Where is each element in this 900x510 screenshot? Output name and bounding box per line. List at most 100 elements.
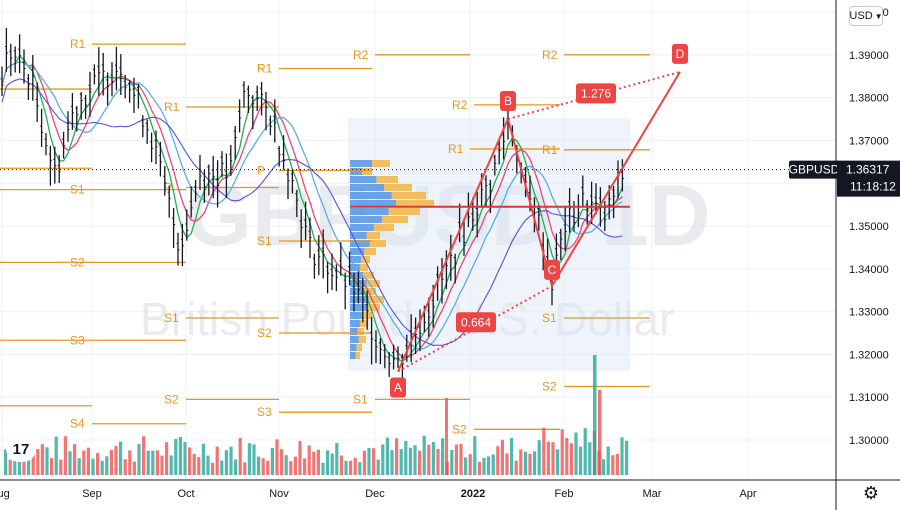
price-tick-label: 1.38000 <box>849 93 889 105</box>
volume-bar <box>284 455 288 475</box>
volume-bar <box>63 436 67 475</box>
profile-bar-down <box>355 352 360 359</box>
volume-bar <box>165 442 169 475</box>
volume-bar <box>275 439 279 475</box>
volume-bar <box>105 456 109 475</box>
volume-bar <box>45 447 49 475</box>
profile-bar-down <box>368 296 384 303</box>
volume-bar <box>330 453 334 475</box>
pivot-label: S2 <box>452 422 467 436</box>
profile-bar-up <box>350 176 377 183</box>
volume-bar <box>123 459 127 475</box>
volume-bar <box>546 441 550 475</box>
volume-bar <box>537 440 541 475</box>
watermark-symbol: GBPUSD, 1D <box>185 168 711 264</box>
pivot-label: S2 <box>257 326 272 340</box>
volume-bar <box>491 454 495 475</box>
pattern-leg-bc <box>507 118 553 287</box>
tradingview-logo-icon[interactable]: 17 <box>6 436 36 462</box>
volume-bar <box>142 436 146 475</box>
volume-bar <box>505 453 509 475</box>
pattern-point-badge <box>390 377 406 398</box>
pivot-label: S2 <box>542 380 557 394</box>
volume-bar <box>450 449 454 475</box>
volume-bar <box>353 457 357 475</box>
volume-bar <box>8 459 12 475</box>
volume-bar <box>528 453 532 475</box>
volume-bar <box>569 443 573 475</box>
volume-bar <box>335 442 339 475</box>
pattern-leg-cd <box>551 71 681 287</box>
profile-bar-down <box>363 272 374 279</box>
volume-bar <box>404 440 408 475</box>
volume-bar <box>119 441 123 475</box>
volume-bar <box>146 450 150 475</box>
volume-bar <box>243 462 247 475</box>
pattern-ratio-badge <box>576 83 616 104</box>
volume-bar <box>560 429 564 475</box>
pivot-label: R2 <box>353 48 369 62</box>
bar-countdown: 11:18:12 <box>850 180 896 194</box>
volume-bar <box>197 456 201 475</box>
profile-bar-up <box>350 160 372 167</box>
volume-bar <box>192 453 196 475</box>
pivot-label: P <box>257 163 265 177</box>
profile-bar-up <box>350 192 392 199</box>
profile-bar-down <box>364 288 376 295</box>
pivot-label: R2 <box>452 98 468 112</box>
pivot-label: S1 <box>542 311 557 325</box>
volume-bar <box>31 444 35 475</box>
profile-bar-up <box>350 232 367 239</box>
volume-bar <box>579 446 583 475</box>
volume-bar <box>68 451 72 475</box>
profile-bar-up <box>350 248 365 255</box>
profile-bar-up <box>350 328 358 335</box>
profile-bar-up <box>350 240 370 247</box>
volume-bar <box>96 453 100 475</box>
price-tick-label: 1.30000 <box>849 435 889 447</box>
volume-bar <box>418 450 422 475</box>
volume-bar <box>82 450 86 475</box>
profile-bar-down <box>369 240 386 247</box>
profile-bar-up <box>350 320 360 327</box>
time-tick-label: Dec <box>365 488 385 500</box>
profile-bar-down <box>384 184 412 191</box>
volume-bar <box>137 443 141 475</box>
pattern-point-label: B <box>504 94 512 108</box>
price-tick-label: 1.33000 <box>849 307 889 319</box>
last-price-value: 1.36317 <box>846 163 890 177</box>
pivot-label: S1 <box>164 311 179 325</box>
volume-bar <box>73 444 77 475</box>
chevron-down-icon: ▼ <box>874 11 883 21</box>
time-tick-label: Sep <box>82 488 102 500</box>
volume-bar <box>602 459 606 475</box>
moving-average-line <box>1 78 623 346</box>
volume-bar <box>496 446 500 475</box>
gear-icon[interactable]: ⚙ <box>862 482 880 503</box>
profile-bar-up <box>350 336 359 343</box>
volume-bar <box>436 448 440 475</box>
profile-bar-down <box>372 160 390 167</box>
volume-bar <box>565 437 569 475</box>
volume-bar <box>473 436 477 475</box>
volume-bar <box>293 456 297 475</box>
currency-select[interactable]: USD ▼ <box>849 6 883 26</box>
volume-bar <box>523 451 527 475</box>
volume-bar <box>128 450 132 475</box>
symbol-tag: GBPUSD <box>789 163 840 177</box>
volume-bar <box>188 447 192 475</box>
volume-bar <box>257 456 261 475</box>
time-tick-label: Nov <box>269 488 289 500</box>
profile-bar-up <box>350 208 389 215</box>
pattern-leg-ab <box>397 118 509 372</box>
volume-bar <box>514 460 518 475</box>
volume-bar <box>399 449 403 475</box>
volume-bar <box>556 449 560 475</box>
volume-bar <box>174 438 178 475</box>
volume-bar <box>422 435 426 475</box>
last-price: GBPUSD 1.36317 11:18:12 <box>0 160 900 197</box>
profile-bar-down <box>357 328 364 335</box>
volume-bar <box>270 447 274 475</box>
